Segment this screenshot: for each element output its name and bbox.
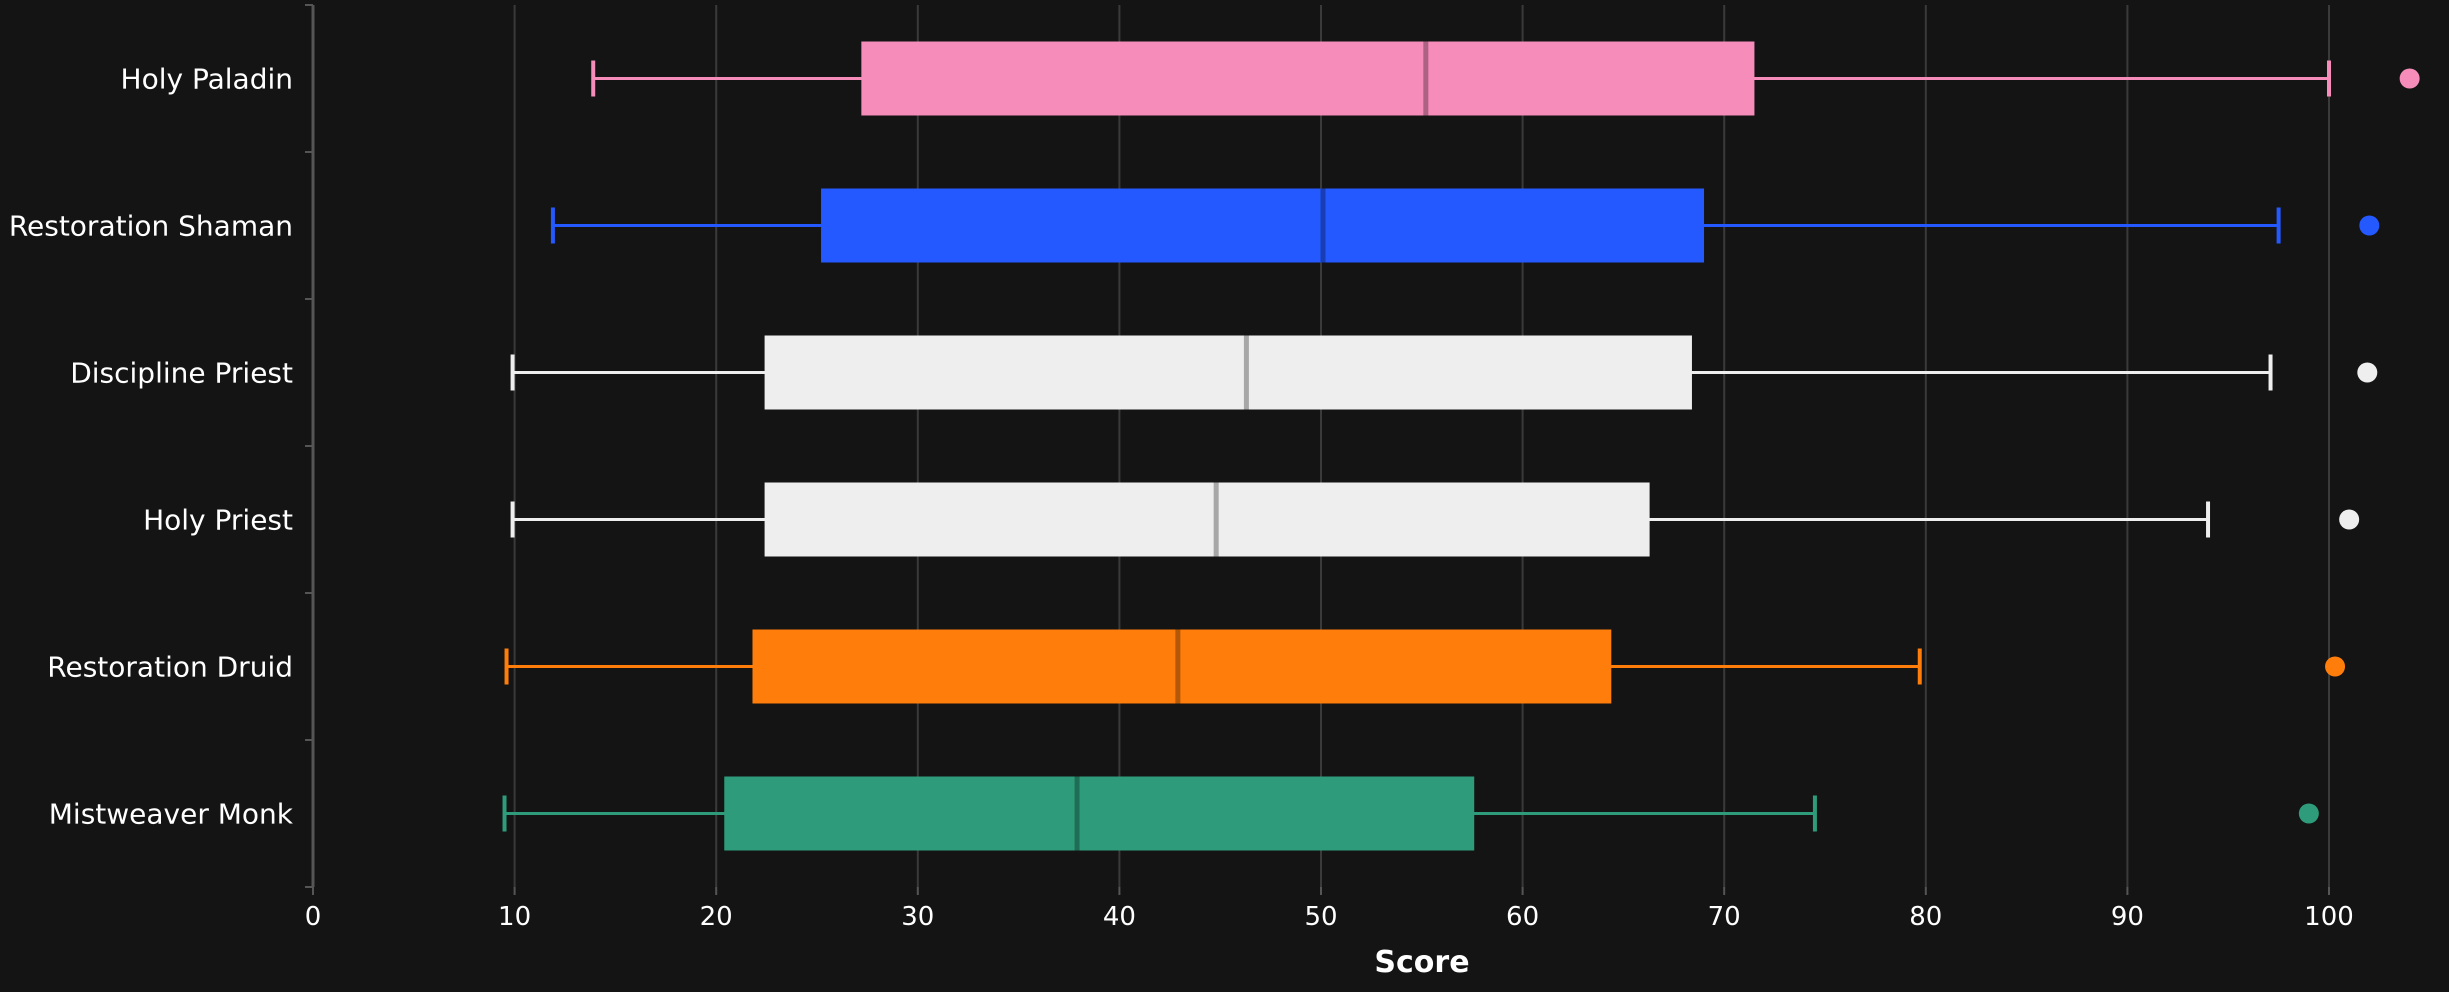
category-label: Mistweaver Monk	[49, 798, 294, 831]
box-group	[510, 482, 2360, 557]
iqr-box	[764, 335, 1692, 410]
x-tick-label: 40	[1103, 902, 1136, 932]
y-axis: Holy Paladin Restoration Shaman Discipline…	[9, 4, 315, 888]
x-tick-label: 20	[700, 902, 733, 932]
category-label: Discipline Priest	[70, 357, 293, 390]
iqr-box	[861, 41, 1755, 116]
category-label: Holy Priest	[143, 504, 293, 537]
outlier-point	[2339, 509, 2360, 530]
x-tick-label: 70	[1708, 902, 1741, 932]
x-tick-label: 10	[498, 902, 531, 932]
x-tick-label: 0	[305, 902, 322, 932]
category-label: Restoration Shaman	[9, 210, 293, 243]
x-tick-label: 60	[1506, 902, 1539, 932]
x-axis-title: Score	[1374, 945, 1469, 980]
box-group	[510, 335, 2378, 410]
grid-lines	[513, 5, 2330, 887]
x-tick-label: 100	[2304, 902, 2354, 932]
box-group	[591, 41, 2420, 116]
x-tick-label: 50	[1304, 902, 1337, 932]
outlier-point	[2399, 68, 2420, 89]
outlier-point	[2325, 656, 2346, 677]
box-series	[502, 41, 2420, 851]
x-axis: 0 10 20 30 40 50 60 70 80 90 100	[305, 887, 2354, 932]
x-tick-label: 80	[1909, 902, 1942, 932]
iqr-box	[821, 188, 1705, 263]
iqr-box	[752, 629, 1612, 704]
iqr-box	[764, 482, 1650, 557]
category-label: Restoration Druid	[47, 651, 293, 684]
box-group	[550, 188, 2380, 263]
x-tick-label: 30	[901, 902, 934, 932]
outlier-point	[2357, 362, 2378, 383]
category-label: Holy Paladin	[121, 63, 293, 96]
iqr-box	[724, 776, 1475, 851]
box-group	[504, 629, 2346, 704]
x-tick-label: 90	[2111, 902, 2144, 932]
outlier-point	[2298, 803, 2319, 824]
box-group	[502, 776, 2319, 851]
outlier-point	[2359, 215, 2380, 236]
